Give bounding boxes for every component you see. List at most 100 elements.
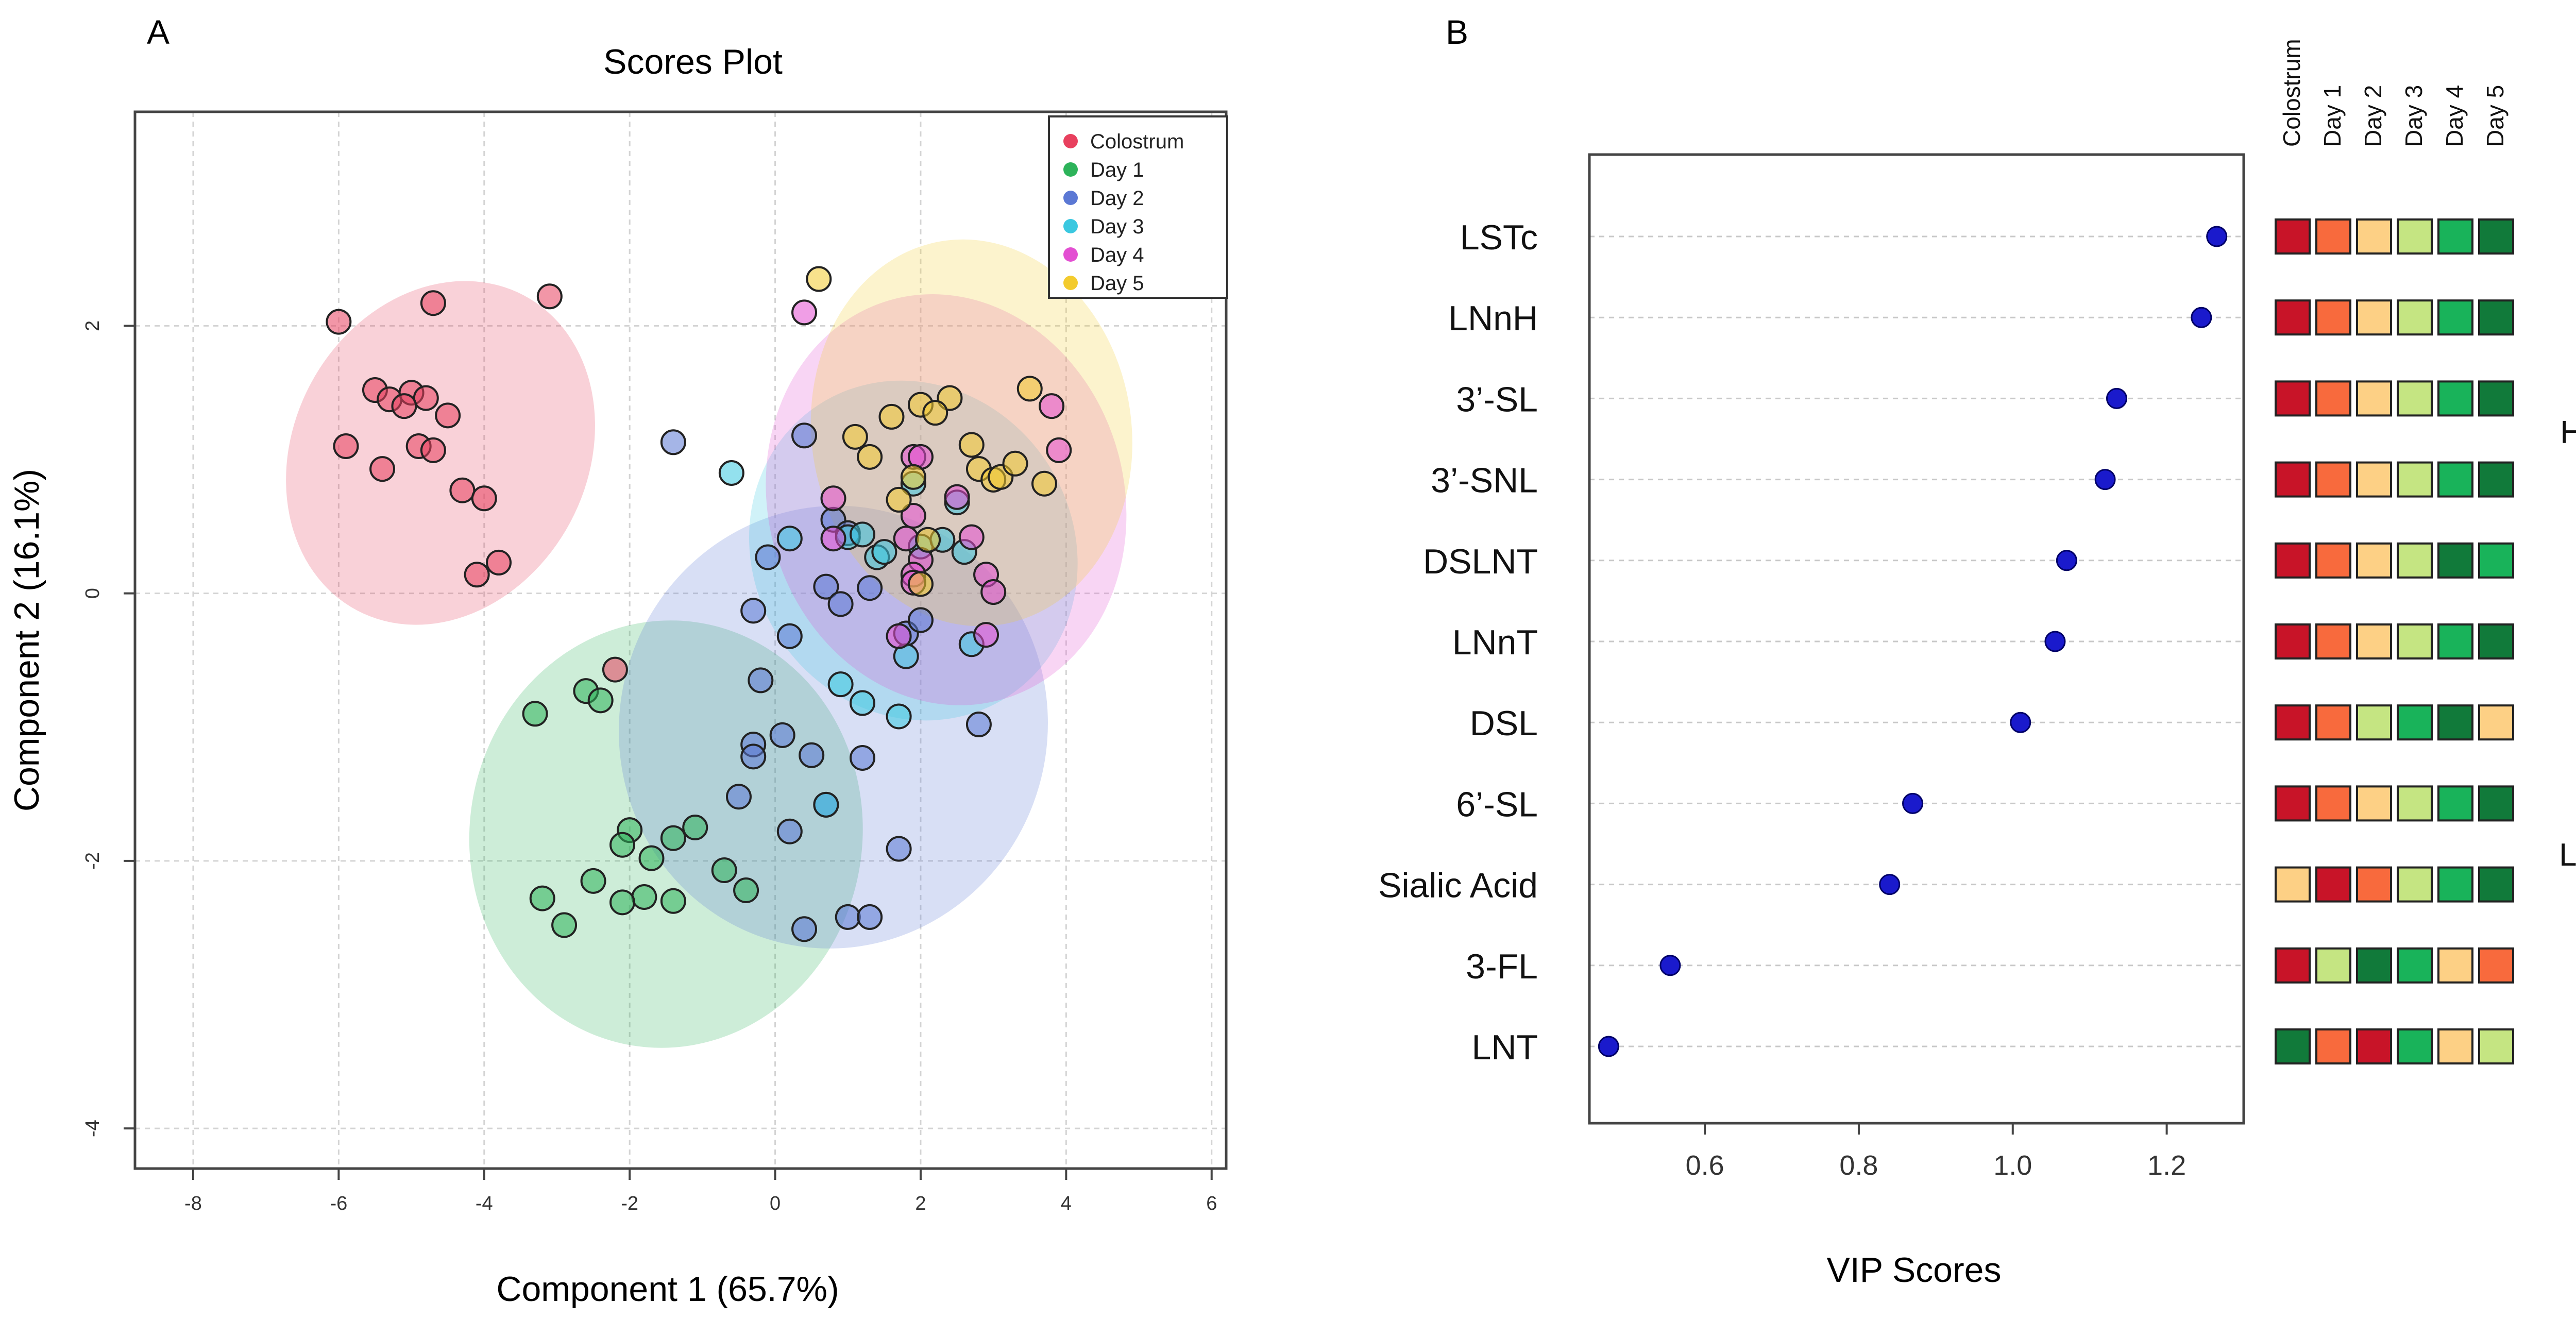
point-colostrum xyxy=(420,437,446,463)
point-day-3 xyxy=(886,703,912,730)
point-day-4 xyxy=(1046,437,1072,463)
plot-frame xyxy=(133,110,1228,1170)
heatmap-cell-3-snl-day-1 xyxy=(2315,461,2351,498)
point-day-1 xyxy=(580,868,606,894)
point-day-1 xyxy=(660,825,686,851)
point-colostrum xyxy=(326,309,352,335)
heatmap-cell-lnnh-day-2 xyxy=(2356,299,2392,336)
legend-marker-colostrum xyxy=(1063,134,1078,148)
heatmap-cell-lnt-day-1 xyxy=(2315,1028,2351,1064)
point-day-2 xyxy=(791,916,818,942)
point-day-2 xyxy=(776,818,803,844)
heatmap-cell-dslnt-day-2 xyxy=(2356,542,2392,579)
vip-point-lnnh xyxy=(2191,307,2212,328)
x-tick-label: -6 xyxy=(330,1193,347,1214)
heatmap-cell-sialic-acid-day-2 xyxy=(2356,866,2392,903)
heatmap-cell-dsl-day-1 xyxy=(2315,704,2351,741)
point-day-2 xyxy=(835,904,861,930)
point-day-2 xyxy=(907,607,934,633)
legend: Colostrum Day 1 Day 2 Day 3 Day 4 Day 5 xyxy=(1048,115,1228,299)
heatmap-cell-dslnt-day-3 xyxy=(2397,542,2433,579)
y-tick-label: 0 xyxy=(82,588,104,599)
heatmap-cell-sialic-acid-day-4 xyxy=(2437,866,2473,903)
legend-box xyxy=(1048,115,1228,299)
heatmap-cell-lstc-day-2 xyxy=(2356,218,2392,255)
panel-a-letter: A xyxy=(147,13,170,51)
vip-point-3-snl xyxy=(2094,469,2116,491)
heatmap-cell-3-sl-day-2 xyxy=(2356,380,2392,417)
heatmap-cell-3-sl-day-1 xyxy=(2315,380,2351,417)
panel-b-letter: B xyxy=(1446,13,1468,51)
heatmap-cell-lnnh-day-3 xyxy=(2397,299,2433,336)
heatmap-cell-3-sl-colostrum xyxy=(2275,380,2311,417)
ellipse-day-2 xyxy=(619,505,1048,949)
row-label-3-sl: 3’-SL xyxy=(1456,380,1538,419)
point-day-4 xyxy=(893,526,919,552)
x-tick-label: 1.0 xyxy=(1993,1150,2032,1181)
x-tick-label: -4 xyxy=(476,1193,493,1214)
point-day-2 xyxy=(799,742,825,768)
legend-marker-day-2 xyxy=(1063,191,1078,205)
point-day-4 xyxy=(980,579,1007,605)
heatmap-cell-lnnt-day-1 xyxy=(2315,623,2351,660)
point-day-5 xyxy=(1031,470,1057,497)
point-day-3 xyxy=(850,690,875,716)
point-day-3 xyxy=(827,671,854,698)
column-label-day-5: Day 5 xyxy=(2482,85,2509,147)
point-day-5 xyxy=(1002,450,1028,477)
point-day-5 xyxy=(958,432,985,458)
heatmap-cell-6-sl-day-2 xyxy=(2356,785,2392,822)
column-label-day-2: Day 2 xyxy=(2360,85,2386,147)
point-day-1 xyxy=(682,814,708,840)
row-label-3-snl: 3’-SNL xyxy=(1431,461,1538,500)
vip-scores-panel: B LSTc LNnH 3’-SL 3’-SNL DSLNT LNnT DSL 6’-SL Sia… xyxy=(1378,13,2245,1290)
vip-point-3-sl xyxy=(2106,387,2127,409)
point-day-5 xyxy=(1016,376,1043,402)
x-tick-label: 0 xyxy=(770,1193,781,1214)
point-day-1 xyxy=(609,832,636,858)
heatmap-cell-sialic-acid-day-5 xyxy=(2478,866,2514,903)
point-day-2 xyxy=(791,422,818,449)
x-tick-label: 0.8 xyxy=(1839,1150,1878,1181)
point-day-2 xyxy=(813,573,839,600)
heatmap-cell-dsl-day-5 xyxy=(2478,704,2514,741)
point-day-1 xyxy=(660,888,686,914)
point-day-2 xyxy=(857,904,883,930)
heatmap-cell-lstc-day-1 xyxy=(2315,218,2351,255)
column-label-colostrum: Colostrum xyxy=(2278,39,2305,147)
heatmap-cell-lnt-day-2 xyxy=(2356,1028,2392,1064)
heatmap-cell-dsl-day-3 xyxy=(2397,704,2433,741)
point-day-4 xyxy=(1039,393,1065,419)
heatmap-cell-dslnt-colostrum xyxy=(2275,542,2311,579)
vip-point-lstc xyxy=(2206,226,2228,247)
legend-label-day-3: Day 3 xyxy=(1090,215,1144,238)
heatmap-cell-lstc-day-4 xyxy=(2437,218,2473,255)
point-day-2 xyxy=(740,598,767,624)
legend-marker-day-3 xyxy=(1063,219,1078,233)
x-axis-title: VIP Scores xyxy=(1827,1250,2002,1290)
row-label-3-fl: 3-FL xyxy=(1466,947,1538,986)
column-label-day-3: Day 3 xyxy=(2400,85,2427,147)
heatmap-cell-sialic-acid-day-1 xyxy=(2315,866,2351,903)
point-day-5 xyxy=(907,571,934,597)
heatmap-cell-lstc-colostrum xyxy=(2275,218,2311,255)
vip-point-3-fl xyxy=(1659,955,1681,976)
legend-marker-day-1 xyxy=(1063,162,1078,177)
point-day-3 xyxy=(850,521,875,548)
y-tick-label: 2 xyxy=(82,320,104,331)
heatmap-cell-lnnt-day-5 xyxy=(2478,623,2514,660)
vip-point-lnnt xyxy=(2044,631,2066,652)
point-day-2 xyxy=(755,544,781,570)
scores-plot-panel: A Scores Plot -8 -6 -4 -2 0 2 4 6 -4 -2 0 2 Component … xyxy=(7,13,1228,1309)
legend-label-day-4: Day 4 xyxy=(1090,244,1144,266)
point-day-3 xyxy=(871,539,897,565)
point-colostrum xyxy=(420,290,446,316)
point-colostrum xyxy=(413,385,439,411)
point-day-1 xyxy=(631,884,657,910)
legend-marker-day-5 xyxy=(1063,276,1078,290)
point-colostrum xyxy=(602,656,628,683)
heatmap-cell-lstc-day-3 xyxy=(2397,218,2433,255)
legend-label-colostrum: Colostrum xyxy=(1090,130,1184,153)
column-label-day-1: Day 1 xyxy=(2319,85,2346,147)
